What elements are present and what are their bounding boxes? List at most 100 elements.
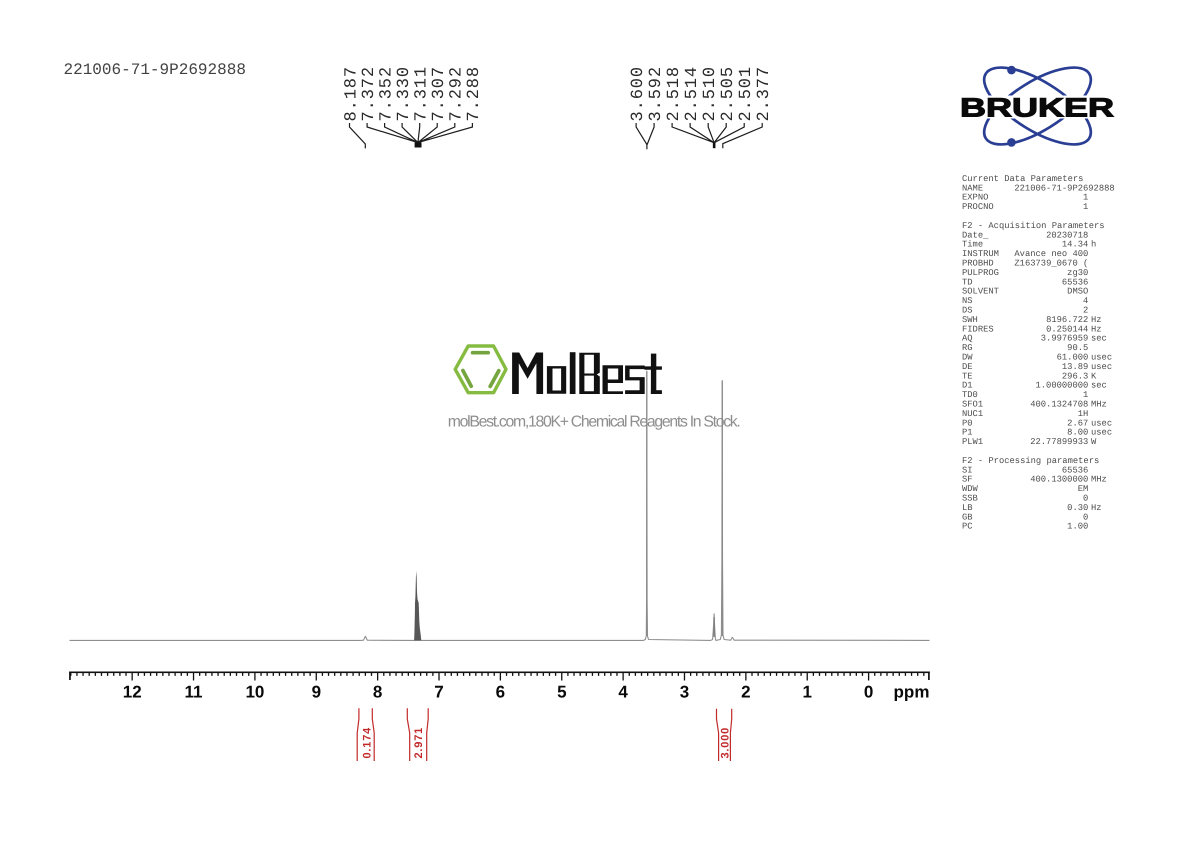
svg-text:BRUKER: BRUKER xyxy=(960,92,1114,122)
svg-text:GB: GB xyxy=(962,512,973,522)
svg-text:NS: NS xyxy=(962,296,973,306)
svg-text:3.000: 3.000 xyxy=(720,727,732,759)
svg-text:2.514: 2.514 xyxy=(683,66,702,122)
svg-text:221006-71-9P2692888: 221006-71-9P2692888 xyxy=(64,61,246,79)
svg-text:296.3: 296.3 xyxy=(1062,371,1088,381)
svg-text:SSB: SSB xyxy=(962,494,978,504)
svg-text:5: 5 xyxy=(557,683,566,702)
svg-text:Z163739_0670 (: Z163739_0670 ( xyxy=(1014,259,1088,269)
svg-text:7.352: 7.352 xyxy=(377,66,396,122)
svg-text:8196.722: 8196.722 xyxy=(1046,315,1088,325)
svg-text:Time: Time xyxy=(962,240,983,250)
svg-text:0.250144: 0.250144 xyxy=(1046,324,1088,334)
svg-text:P1: P1 xyxy=(962,428,973,438)
svg-text:6: 6 xyxy=(496,683,505,702)
svg-text:12: 12 xyxy=(123,683,142,702)
svg-text:EXPNO: EXPNO xyxy=(962,193,988,203)
svg-text:MHz: MHz xyxy=(1091,475,1107,485)
svg-text:0: 0 xyxy=(1083,512,1088,522)
svg-text:221006-71-9P2692888: 221006-71-9P2692888 xyxy=(1014,183,1114,193)
svg-text:7: 7 xyxy=(434,683,443,702)
svg-text:PROBHD: PROBHD xyxy=(962,259,994,269)
svg-text:0: 0 xyxy=(1083,494,1088,504)
svg-text:sec: sec xyxy=(1091,381,1107,391)
svg-text:F2 - Processing parameters: F2 - Processing parameters xyxy=(962,456,1099,466)
svg-text:0.30: 0.30 xyxy=(1067,503,1088,513)
svg-text:2.518: 2.518 xyxy=(665,66,684,122)
svg-text:Hz: Hz xyxy=(1091,324,1102,334)
svg-text:PULPROG: PULPROG xyxy=(962,268,999,278)
svg-text:usec: usec xyxy=(1091,418,1112,428)
svg-text:DS: DS xyxy=(962,306,973,316)
svg-text:molBest.com,180K+ Chemical Rea: molBest.com,180K+ Chemical Reagents In S… xyxy=(448,413,741,430)
svg-text:1: 1 xyxy=(1083,202,1088,212)
svg-text:65536: 65536 xyxy=(1062,465,1088,475)
svg-text:7.311: 7.311 xyxy=(413,66,432,122)
svg-text:7.372: 7.372 xyxy=(360,66,379,122)
svg-text:0: 0 xyxy=(864,683,873,702)
svg-text:1: 1 xyxy=(1083,390,1088,400)
svg-text:Hz: Hz xyxy=(1091,503,1102,513)
svg-text:7.292: 7.292 xyxy=(448,66,467,122)
svg-text:SOLVENT: SOLVENT xyxy=(962,287,999,297)
svg-text:2.510: 2.510 xyxy=(701,66,720,122)
svg-text:4: 4 xyxy=(618,683,628,702)
svg-text:4: 4 xyxy=(1083,296,1088,306)
svg-text:usec: usec xyxy=(1091,428,1112,438)
svg-text:2.505: 2.505 xyxy=(719,66,738,122)
svg-text:20230718: 20230718 xyxy=(1046,230,1088,240)
svg-text:Date_: Date_ xyxy=(962,230,989,240)
svg-text:EM: EM xyxy=(1078,484,1089,494)
svg-text:TD0: TD0 xyxy=(962,390,978,400)
svg-text:AQ: AQ xyxy=(962,334,973,344)
svg-text:2.971: 2.971 xyxy=(413,727,425,759)
svg-text:ppm: ppm xyxy=(894,683,930,702)
svg-text:K: K xyxy=(1091,371,1097,381)
svg-text:22.77899933: 22.77899933 xyxy=(1030,437,1088,447)
svg-text:TE: TE xyxy=(962,371,973,381)
svg-text:sec: sec xyxy=(1091,334,1107,344)
svg-text:2.67: 2.67 xyxy=(1067,418,1088,428)
svg-text:NUC1: NUC1 xyxy=(962,409,983,419)
svg-text:13.89: 13.89 xyxy=(1062,362,1088,372)
svg-text:PROCNO: PROCNO xyxy=(962,202,994,212)
svg-text:zg30: zg30 xyxy=(1067,268,1088,278)
svg-text:61.000: 61.000 xyxy=(1057,353,1089,363)
svg-text:LB: LB xyxy=(962,503,973,513)
svg-text:400.1324708: 400.1324708 xyxy=(1030,400,1088,410)
svg-text:SI: SI xyxy=(962,465,973,475)
svg-text:NAME: NAME xyxy=(962,183,983,193)
svg-text:3.600: 3.600 xyxy=(629,66,648,122)
svg-text:TD: TD xyxy=(962,277,973,287)
svg-text:0.174: 0.174 xyxy=(362,727,374,759)
svg-text:DMSO: DMSO xyxy=(1067,287,1088,297)
svg-text:7.307: 7.307 xyxy=(430,66,449,122)
svg-text:FIDRES: FIDRES xyxy=(962,324,994,334)
svg-text:10: 10 xyxy=(245,683,264,702)
svg-text:INSTRUM: INSTRUM xyxy=(962,249,999,259)
svg-text:1: 1 xyxy=(1083,193,1088,203)
svg-text:9: 9 xyxy=(312,683,321,702)
svg-text:1.00: 1.00 xyxy=(1067,522,1088,532)
svg-text:400.1300000: 400.1300000 xyxy=(1030,475,1088,485)
svg-text:W: W xyxy=(1091,437,1097,447)
svg-text:2: 2 xyxy=(1083,306,1088,316)
svg-text:90.5: 90.5 xyxy=(1067,343,1088,353)
svg-text:8.00: 8.00 xyxy=(1067,428,1088,438)
svg-text:Hz: Hz xyxy=(1091,315,1102,325)
svg-text:F2 - Acquisition Parameters: F2 - Acquisition Parameters xyxy=(962,221,1105,231)
svg-text:1: 1 xyxy=(802,683,811,702)
svg-text:3: 3 xyxy=(680,683,689,702)
svg-text:P0: P0 xyxy=(962,418,973,428)
svg-text:D1: D1 xyxy=(962,381,973,391)
svg-text:8.187: 8.187 xyxy=(342,66,361,122)
svg-text:65536: 65536 xyxy=(1062,277,1088,287)
svg-text:usec: usec xyxy=(1091,362,1112,372)
svg-text:WDW: WDW xyxy=(962,484,979,494)
svg-text:2.501: 2.501 xyxy=(737,66,756,122)
svg-text:PC: PC xyxy=(962,522,973,532)
svg-text:3.9976959: 3.9976959 xyxy=(1041,334,1089,344)
svg-text:2.377: 2.377 xyxy=(755,66,774,122)
svg-text:SF: SF xyxy=(962,475,973,485)
svg-text:7.330: 7.330 xyxy=(395,66,414,122)
